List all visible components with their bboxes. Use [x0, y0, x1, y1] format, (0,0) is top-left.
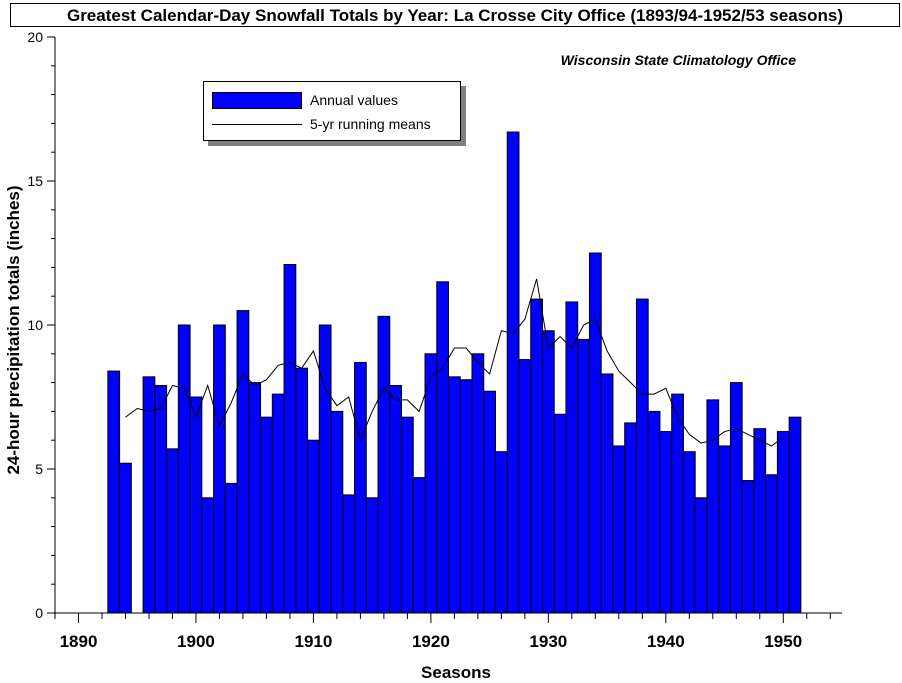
- bar: [530, 298, 543, 614]
- bar: [177, 324, 191, 614]
- bar: [260, 416, 273, 614]
- y-tick-label: 20: [27, 29, 43, 45]
- bar: [694, 497, 708, 614]
- x-tick-label: 1890: [60, 632, 98, 651]
- bar: [342, 494, 356, 614]
- bar: [424, 353, 438, 614]
- bar: [330, 410, 344, 614]
- legend-item-bars: Annual values: [212, 90, 398, 110]
- chart-subtitle: Wisconsin State Climatology Office: [560, 52, 796, 68]
- bar: [459, 379, 473, 614]
- bar: [318, 324, 332, 614]
- bar: [377, 315, 391, 614]
- bar: [624, 422, 637, 614]
- x-tick-label: 1940: [647, 632, 685, 651]
- bar: [448, 376, 461, 614]
- bar: [354, 361, 367, 614]
- bar: [412, 477, 426, 614]
- y-tick-label: 10: [27, 317, 43, 333]
- bar: [788, 416, 802, 614]
- bar: [483, 390, 496, 614]
- bar: [236, 310, 250, 614]
- axes: 0 5 10 15 20 1890 1900 1910 1920 1930 1940 1950: [27, 29, 842, 651]
- bar: [283, 264, 297, 614]
- x-tick-label: 1930: [529, 632, 567, 651]
- bar: [682, 451, 696, 614]
- x-tick-label: 1920: [412, 632, 450, 651]
- bar: [248, 382, 262, 614]
- legend-label-line: 5-yr running means: [310, 116, 431, 132]
- bar-series: [107, 131, 802, 614]
- bar: [201, 497, 215, 614]
- bar: [307, 439, 320, 614]
- bar: [436, 281, 449, 614]
- bar: [365, 497, 379, 614]
- bar: [389, 384, 403, 614]
- bar: [213, 324, 226, 614]
- running-mean-line: [125, 278, 784, 447]
- bar: [166, 448, 179, 614]
- x-tick-label: 1950: [764, 632, 802, 651]
- x-axis-label: Seasons: [421, 663, 491, 682]
- legend-label-bars: Annual values: [310, 92, 398, 108]
- bar: [189, 396, 203, 614]
- bar: [577, 338, 590, 614]
- chart-title: Greatest Calendar-Day Snowfall Totals by…: [66, 6, 844, 25]
- bar: [471, 353, 485, 614]
- y-tick-label: 5: [35, 461, 43, 477]
- bar: [154, 384, 168, 614]
- bar: [635, 298, 649, 614]
- bar: [671, 393, 684, 614]
- running-mean-series: [125, 278, 784, 447]
- bar: [753, 428, 767, 614]
- x-tick-label: 1900: [177, 632, 215, 651]
- bar: [518, 359, 532, 614]
- chart-title-box: Greatest Calendar-Day Snowfall Totals by…: [10, 3, 900, 27]
- bar: [295, 367, 309, 614]
- legend: Annual values 5-yr running means: [203, 81, 461, 141]
- bar: [588, 252, 602, 614]
- bar: [741, 480, 755, 614]
- y-axis-label: 24-hour precipitation totals (inches): [4, 185, 23, 475]
- bar: [401, 416, 414, 614]
- legend-swatch-line: [212, 123, 302, 125]
- bar: [541, 330, 555, 614]
- bar: [647, 410, 661, 614]
- bar: [553, 413, 567, 614]
- x-tick-label: 1910: [295, 632, 333, 651]
- bar: [600, 373, 614, 614]
- bar: [224, 482, 238, 614]
- bar: [142, 376, 156, 614]
- bar: [494, 451, 508, 614]
- bar: [659, 431, 673, 614]
- y-tick-label: 15: [27, 173, 43, 189]
- y-tick-label: 0: [35, 605, 43, 621]
- bar: [612, 445, 626, 614]
- bar: [706, 399, 720, 614]
- bar: [718, 445, 731, 614]
- bar: [765, 474, 778, 614]
- bar: [729, 382, 743, 614]
- bar: [107, 370, 121, 614]
- legend-item-line: 5-yr running means: [212, 114, 431, 134]
- bar: [271, 393, 285, 614]
- bar: [119, 462, 132, 614]
- bar: [506, 131, 520, 614]
- bar: [776, 431, 790, 614]
- legend-swatch-bar: [212, 91, 302, 109]
